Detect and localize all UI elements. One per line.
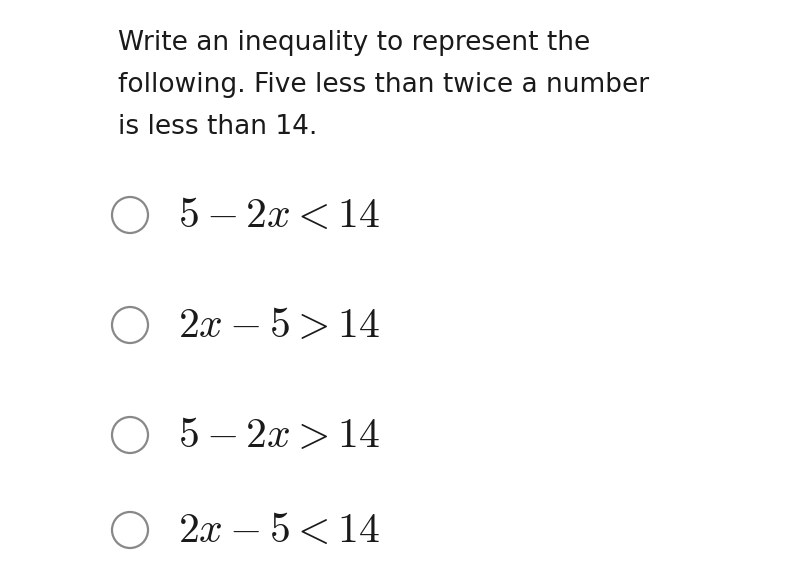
Circle shape xyxy=(112,307,148,343)
Circle shape xyxy=(112,512,148,548)
Circle shape xyxy=(112,417,148,453)
Text: Write an inequality to represent the: Write an inequality to represent the xyxy=(118,30,590,56)
Text: $5 - 2x < 14$: $5 - 2x < 14$ xyxy=(178,194,380,236)
Text: following. Five less than twice a number: following. Five less than twice a number xyxy=(118,72,649,98)
Text: $2x - 5 < 14$: $2x - 5 < 14$ xyxy=(178,509,380,551)
Text: is less than 14.: is less than 14. xyxy=(118,114,318,140)
Text: $2x - 5 > 14$: $2x - 5 > 14$ xyxy=(178,304,380,346)
Text: $5 - 2x > 14$: $5 - 2x > 14$ xyxy=(178,414,380,456)
Circle shape xyxy=(112,197,148,233)
